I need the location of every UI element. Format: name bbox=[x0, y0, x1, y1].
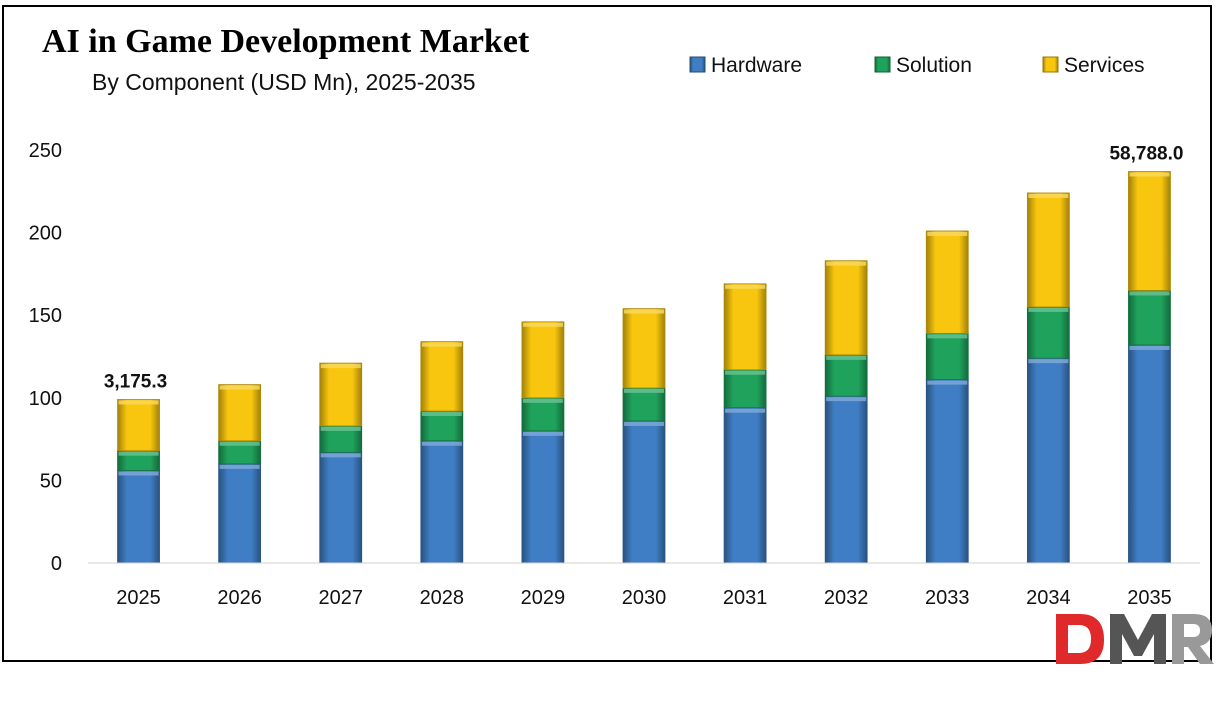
x-tick-label-2026: 2026 bbox=[217, 587, 262, 609]
bar-solution-2035 bbox=[1128, 290, 1171, 346]
bar-hardware-2029 bbox=[521, 430, 565, 564]
bar-bevel-hardware-2028 bbox=[421, 441, 462, 446]
bar-bevel-solution-2034 bbox=[1028, 307, 1069, 312]
bar-services-2032 bbox=[824, 260, 868, 356]
x-tick-label-2031: 2031 bbox=[723, 587, 768, 609]
bar-hardware-2035 bbox=[1128, 344, 1171, 564]
bar-bevel-solution-2026 bbox=[219, 441, 260, 446]
bar-bevel-hardware-2032 bbox=[826, 397, 867, 402]
bar-services-2026 bbox=[218, 384, 262, 442]
bar-hardware-2032 bbox=[824, 395, 868, 564]
bar-bevel-hardware-2031 bbox=[725, 408, 766, 413]
legend: Hardware Solution Services bbox=[689, 54, 1145, 77]
bar-bevel-services-2028 bbox=[421, 342, 462, 347]
bar-solution-2030 bbox=[622, 387, 666, 422]
bar-solution-2031 bbox=[723, 369, 767, 409]
bar-bevel-services-2033 bbox=[927, 231, 968, 236]
x-tick-label-2032: 2032 bbox=[824, 587, 869, 609]
bar-hardware-2026 bbox=[218, 463, 262, 564]
bar-bevel-solution-2027 bbox=[320, 426, 361, 431]
bar-services-2031 bbox=[723, 283, 767, 371]
bar-bevel-solution-2029 bbox=[522, 398, 563, 403]
bar-bevel-hardware-2025 bbox=[118, 471, 159, 476]
bar-hardware-2028 bbox=[420, 440, 464, 564]
bar-bevel-solution-2031 bbox=[725, 370, 766, 375]
x-tick-label-2025: 2025 bbox=[116, 587, 161, 609]
y-tick-label-50: 50 bbox=[40, 470, 62, 492]
x-tick-label-2033: 2033 bbox=[925, 587, 970, 609]
bar-bevel-hardware-2034 bbox=[1028, 359, 1069, 364]
dmr-logo-glyphs bbox=[1056, 614, 1214, 664]
legend-label-services: Services bbox=[1064, 54, 1145, 77]
bar-bevel-solution-2030 bbox=[624, 388, 664, 393]
bar-bevel-hardware-2035 bbox=[1129, 345, 1170, 350]
bar-hardware-2034 bbox=[1026, 357, 1070, 564]
y-tick-label-100: 100 bbox=[29, 388, 62, 410]
annotations: 3,175.3 58,788.0 bbox=[104, 143, 1184, 392]
bar-services-2035 bbox=[1128, 171, 1171, 291]
bar-bevel-services-2031 bbox=[725, 284, 766, 289]
bar-services-2030 bbox=[622, 308, 666, 389]
x-tick-label-2034: 2034 bbox=[1026, 587, 1071, 609]
bar-bevel-hardware-2026 bbox=[219, 464, 260, 469]
y-tick-label-200: 200 bbox=[29, 223, 62, 245]
bar-hardware-2030 bbox=[622, 420, 666, 564]
data-label-2035: 58,788.0 bbox=[1109, 143, 1183, 164]
bar-services-2029 bbox=[521, 321, 565, 399]
bar-bevel-solution-2033 bbox=[927, 334, 968, 339]
bar-bevel-services-2027 bbox=[320, 364, 361, 369]
bar-services-2034 bbox=[1026, 192, 1070, 308]
bars bbox=[117, 171, 1171, 564]
bar-bevel-hardware-2033 bbox=[927, 380, 968, 385]
bar-bevel-solution-2028 bbox=[421, 412, 462, 417]
y-tick-label-250: 250 bbox=[29, 140, 62, 162]
legend-label-hardware: Hardware bbox=[711, 54, 802, 77]
y-axis: 0 50 100 150 200 250 bbox=[29, 140, 62, 575]
dmr-logo bbox=[1056, 614, 1214, 664]
y-tick-label-0: 0 bbox=[51, 553, 62, 575]
bar-services-2025 bbox=[117, 399, 160, 452]
bar-solution-2034 bbox=[1026, 306, 1070, 359]
y-tick-label-150: 150 bbox=[29, 305, 62, 327]
legend-swatch-solution bbox=[874, 56, 891, 73]
bar-hardware-2031 bbox=[723, 407, 767, 564]
bar-bevel-hardware-2027 bbox=[320, 453, 361, 458]
bar-bevel-hardware-2029 bbox=[522, 431, 563, 436]
bar-hardware-2025 bbox=[117, 470, 160, 564]
bar-bevel-services-2025 bbox=[118, 400, 159, 405]
bar-services-2027 bbox=[319, 362, 363, 427]
chart-subtitle: By Component (USD Mn), 2025-2035 bbox=[92, 69, 476, 95]
bar-bevel-solution-2035 bbox=[1129, 291, 1170, 296]
bar-bevel-services-2032 bbox=[826, 261, 867, 266]
bar-bevel-services-2035 bbox=[1129, 172, 1170, 177]
bar-bevel-services-2030 bbox=[624, 309, 664, 314]
bar-services-2028 bbox=[420, 341, 464, 412]
chart-frame: AI in Game Development Market By Compone… bbox=[2, 5, 1212, 662]
legend-label-solution: Solution bbox=[896, 54, 972, 77]
bar-hardware-2027 bbox=[319, 451, 363, 564]
bar-bevel-services-2034 bbox=[1028, 193, 1069, 198]
bar-bevel-hardware-2030 bbox=[624, 421, 664, 426]
x-tick-label-2028: 2028 bbox=[420, 587, 465, 609]
bar-services-2033 bbox=[925, 230, 969, 334]
x-tick-label-2035: 2035 bbox=[1127, 587, 1172, 609]
bar-bevel-services-2029 bbox=[522, 322, 563, 327]
x-axis: 2025 2026 2027 2028 2029 2030 2031 2032 2033 2034… bbox=[88, 562, 1200, 609]
x-tick-label-2030: 2030 bbox=[622, 587, 667, 609]
legend-swatch-services bbox=[1042, 56, 1059, 73]
chart-title: AI in Game Development Market bbox=[42, 23, 530, 60]
data-label-2025: 3,175.3 bbox=[104, 371, 167, 392]
bar-bevel-solution-2025 bbox=[118, 451, 159, 456]
bar-bevel-services-2026 bbox=[219, 385, 260, 390]
bar-solution-2032 bbox=[824, 354, 868, 397]
legend-swatch-hardware bbox=[689, 56, 706, 73]
bar-bevel-solution-2032 bbox=[826, 355, 867, 360]
x-tick-label-2029: 2029 bbox=[521, 587, 566, 609]
bar-hardware-2033 bbox=[925, 379, 969, 564]
bar-solution-2033 bbox=[925, 332, 969, 381]
x-tick-label-2027: 2027 bbox=[318, 587, 363, 609]
